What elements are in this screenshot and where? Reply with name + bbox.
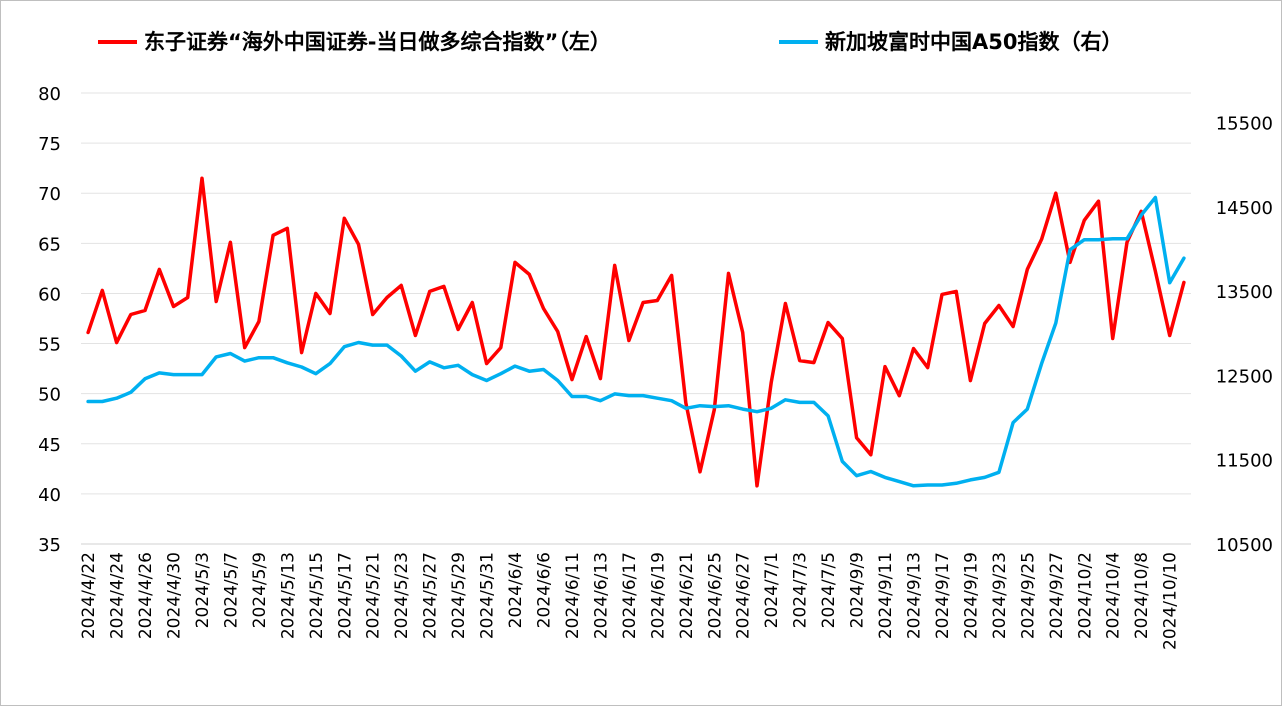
x-tick-label: 2024/6/19 <box>648 552 668 639</box>
x-tick-label: 2024/7/1 <box>762 552 782 628</box>
left-tick-label: 50 <box>38 385 61 406</box>
left-tick-label: 70 <box>38 184 61 205</box>
x-tick-label: 2024/6/6 <box>535 552 555 628</box>
series-line-2 <box>86 195 1186 488</box>
x-tick-label: 2024/5/21 <box>364 552 384 639</box>
x-tick-label: 2024/5/13 <box>278 552 298 639</box>
left-tick-label: 40 <box>38 485 61 506</box>
x-tick-label: 2024/9/11 <box>876 552 896 639</box>
x-tick-label: 2024/6/27 <box>734 552 754 639</box>
x-tick-label: 2024/5/7 <box>221 552 241 628</box>
x-tick-label: 2024/9/27 <box>1047 552 1067 639</box>
series-lines <box>86 176 1186 488</box>
x-tick-label: 2024/4/30 <box>165 552 185 639</box>
gridlines <box>81 92 1191 545</box>
x-tick-label: 2024/9/9 <box>848 552 868 628</box>
x-tick-label: 2024/10/10 <box>1161 552 1181 650</box>
x-tick-label: 2024/5/3 <box>193 552 213 628</box>
right-tick-label: 13500 <box>1216 282 1273 303</box>
x-tick-label: 2024/5/17 <box>335 552 355 639</box>
x-tick-label: 2024/9/17 <box>933 552 953 639</box>
x-tick-label: 2024/10/2 <box>1075 552 1095 639</box>
x-tick-label: 2024/4/26 <box>136 552 156 639</box>
right-tick-label: 15500 <box>1216 114 1273 135</box>
x-tick-label: 2024/6/21 <box>677 552 697 639</box>
series-line-1 <box>86 176 1186 488</box>
right-tick-label: 10500 <box>1216 535 1273 556</box>
left-tick-label: 80 <box>38 84 61 105</box>
x-tick-label: 2024/5/27 <box>421 552 441 639</box>
left-y-axis: 35 40 45 50 55 60 65 70 75 80 <box>38 84 61 556</box>
left-tick-label: 45 <box>38 435 61 456</box>
x-tick-label: 2024/6/13 <box>591 552 611 639</box>
left-tick-label: 60 <box>38 284 61 305</box>
x-tick-label: 2024/9/19 <box>961 552 981 639</box>
left-tick-label: 65 <box>38 234 61 255</box>
x-tick-label: 2024/4/22 <box>79 552 99 639</box>
x-tick-label: 2024/6/11 <box>563 552 583 639</box>
left-tick-label: 75 <box>38 134 61 155</box>
x-tick-label: 2024/4/24 <box>108 552 128 639</box>
x-tick-label: 2024/5/15 <box>307 552 327 639</box>
x-tick-label: 2024/5/31 <box>478 552 498 639</box>
legend: 东子证券“海外中国证券-当日做多综合指数”（左） 新加坡富时中国A50指数（右） <box>98 30 1122 54</box>
left-tick-label: 55 <box>38 335 61 356</box>
x-tick-label: 2024/9/13 <box>905 552 925 639</box>
x-tick-label: 2024/6/17 <box>620 552 640 639</box>
x-tick-label: 2024/5/9 <box>250 552 270 628</box>
x-tick-label: 2024/9/23 <box>990 552 1010 639</box>
x-tick-label: 2024/5/29 <box>449 552 469 639</box>
x-tick-label: 2024/6/4 <box>506 552 526 628</box>
x-tick-label: 2024/6/25 <box>705 552 725 639</box>
legend-label-series-2: 新加坡富时中国A50指数（右） <box>825 30 1122 54</box>
right-tick-label: 11500 <box>1216 451 1273 472</box>
x-tick-label: 2024/10/8 <box>1132 552 1152 639</box>
x-tick-label: 2024/9/25 <box>1018 552 1038 639</box>
x-tick-label: 2024/7/5 <box>819 552 839 628</box>
x-tick-label: 2024/10/4 <box>1104 552 1124 639</box>
right-tick-label: 12500 <box>1216 366 1273 387</box>
x-tick-label: 2024/5/23 <box>392 552 412 639</box>
right-y-axis: 10500 11500 12500 13500 14500 15500 <box>1216 114 1273 556</box>
x-tick-label: 2024/7/3 <box>791 552 811 628</box>
x-axis: 2024/4/22 2024/4/24 2024/4/26 2024/4/30 2024… <box>79 543 1191 650</box>
left-tick-label: 35 <box>38 535 61 556</box>
right-tick-label: 14500 <box>1216 198 1273 219</box>
legend-label-series-1: 东子证券“海外中国证券-当日做多综合指数”（左） <box>144 30 611 54</box>
